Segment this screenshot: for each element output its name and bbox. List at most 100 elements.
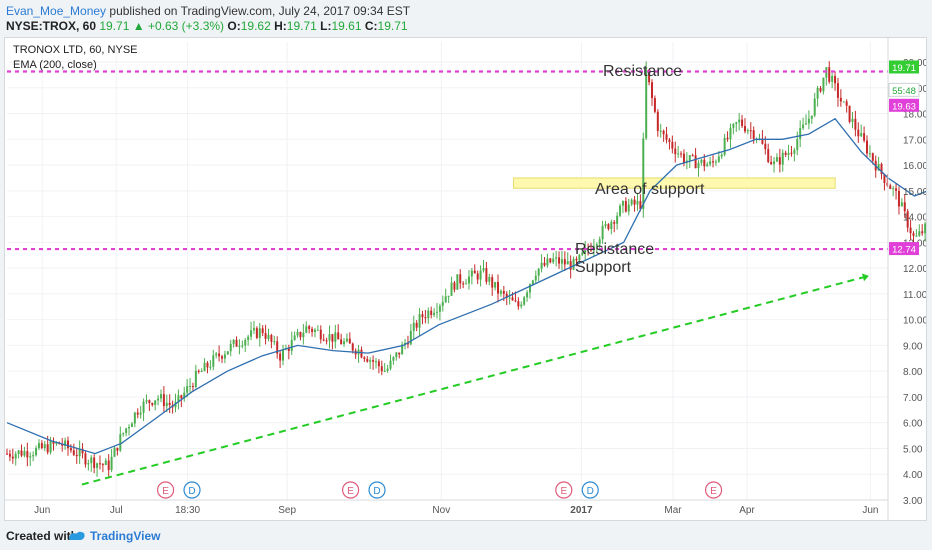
candle-body (427, 310, 430, 319)
candle-body (822, 77, 825, 92)
candle-body (360, 349, 363, 358)
earnings-event-icon[interactable] (555, 481, 573, 499)
candle-body (523, 297, 526, 305)
candle-body (467, 276, 470, 284)
earnings-event-icon[interactable] (704, 481, 723, 499)
candle-body (110, 456, 113, 471)
candle-body (203, 362, 206, 372)
candle-body (741, 119, 744, 127)
earnings-event-icon[interactable] (156, 481, 175, 499)
uptrend-line (81, 276, 864, 486)
candle-body (610, 222, 613, 230)
candle-body (151, 403, 154, 405)
dividend-event-icon[interactable] (581, 481, 599, 499)
candle-body (348, 338, 351, 344)
candle-body (252, 328, 255, 331)
candle-body (665, 134, 668, 140)
candle-body (81, 448, 84, 454)
candle-body (810, 115, 813, 119)
chart-frame[interactable]: E D E D E D E 3.00 4.00 5.00 6.00 7.00 8.00 9.00 10.0… (4, 37, 932, 521)
candle-body (717, 156, 720, 162)
candle-body (447, 295, 450, 297)
y-tick-label: 4.00 (903, 470, 923, 481)
candle-body (793, 150, 796, 154)
close-value: 19.71 (377, 19, 408, 33)
change-value: +0.63 (+3.3%) (147, 19, 225, 33)
resistance-lines (7, 70, 888, 251)
candle-body (508, 297, 511, 299)
candle-body (494, 281, 497, 288)
candle-body (133, 412, 136, 424)
candle-body (145, 400, 148, 402)
candle-body (343, 341, 346, 345)
candle-body (738, 119, 741, 123)
candle-body (23, 451, 26, 456)
candle-body (671, 141, 674, 149)
support-zone-rect (513, 177, 836, 189)
candle-body (456, 274, 459, 290)
candle-body (775, 157, 778, 162)
candle-body (900, 202, 903, 207)
candle-body (165, 402, 168, 406)
candle-body (720, 154, 723, 157)
candle-body (854, 118, 857, 130)
candle-body (453, 282, 456, 290)
candle-body (473, 270, 476, 274)
candle-body (26, 451, 29, 458)
candle-body (514, 300, 517, 302)
candle-body (441, 302, 444, 306)
candle-body (645, 69, 648, 139)
candle-body (860, 133, 863, 137)
candle-body (191, 385, 194, 387)
candle-body (613, 222, 616, 224)
candle-body (186, 386, 189, 393)
candle-body (804, 123, 807, 125)
candle-body (398, 352, 401, 355)
event-label: E (347, 486, 354, 497)
price-chart[interactable]: E D E D E D E 3.00 4.00 5.00 6.00 7.00 8.00 9.00 10.0… (5, 38, 932, 520)
candle-body (488, 277, 491, 282)
candle-body (761, 138, 764, 144)
candle-body (682, 153, 685, 163)
price-tag-box (889, 98, 919, 112)
candle-body (75, 454, 78, 457)
trendline (81, 273, 869, 486)
author-link[interactable]: Evan_Moe_Money (6, 4, 107, 18)
candle-body (848, 105, 851, 122)
candle-body (534, 275, 537, 281)
price-tag-label: 19.71 (892, 63, 916, 74)
candle-body (255, 328, 258, 338)
candle-body (337, 332, 340, 340)
candle-body (319, 329, 322, 340)
candle-body (889, 185, 892, 190)
candle-body (828, 67, 831, 82)
candle-body (732, 123, 735, 128)
earnings-event-icon[interactable] (341, 481, 360, 499)
tradingview-brand-link[interactable]: TradingView (90, 529, 161, 543)
candle-body (630, 199, 633, 205)
candle-body (560, 259, 563, 264)
candle-body (491, 277, 494, 288)
candle-body (46, 444, 49, 453)
candle-body (877, 163, 880, 171)
candle-body (177, 395, 180, 402)
dividend-event-icon[interactable] (368, 481, 386, 499)
symbol-label: NYSE:TROX, 60 (6, 19, 97, 33)
footer: Created with TradingView (0, 522, 932, 550)
candle-body (784, 152, 787, 155)
candle-body (476, 273, 479, 280)
candle-body (290, 339, 293, 351)
candle-body (148, 400, 151, 404)
candle-body (767, 149, 770, 162)
candle-body (293, 335, 296, 340)
candle-body (69, 448, 72, 451)
candle-body (799, 128, 802, 140)
candle-body (781, 152, 784, 165)
dividend-event-icon[interactable] (183, 481, 201, 499)
candle-body (511, 297, 514, 301)
candle-body (703, 159, 706, 167)
candle-body (363, 357, 366, 360)
candle-body (197, 370, 200, 372)
